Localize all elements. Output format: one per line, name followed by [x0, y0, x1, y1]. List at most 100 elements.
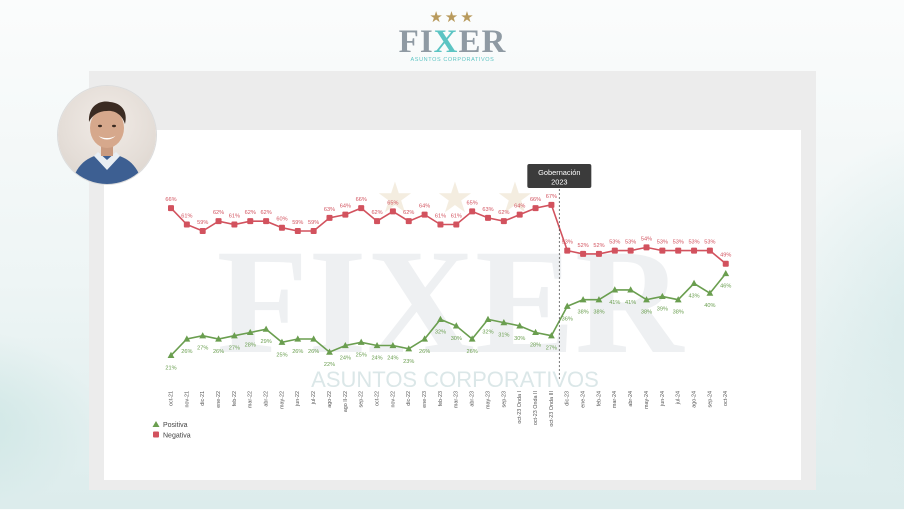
data-point — [168, 205, 174, 212]
data-point — [658, 292, 666, 300]
data-point — [247, 218, 254, 225]
tick-label: feb-23 — [438, 391, 444, 406]
data-label: 67% — [546, 194, 557, 200]
data-point — [437, 315, 444, 322]
tick-label: sep-24 — [707, 391, 713, 407]
tick-label: sep-23 — [501, 391, 507, 407]
tick-label: dic-22 — [406, 391, 412, 406]
tick-label: jun-24 — [660, 391, 666, 407]
logo-word-x: X — [433, 24, 459, 60]
data-point — [246, 328, 254, 336]
tick-label: abr-24 — [628, 391, 634, 407]
data-label: 27% — [229, 346, 240, 352]
data-label: 61% — [229, 213, 240, 219]
data-point — [405, 218, 412, 225]
data-point — [579, 296, 587, 303]
data-label: 61% — [181, 213, 192, 219]
data-point — [389, 341, 397, 349]
data-point — [484, 315, 492, 322]
data-label: 61% — [435, 213, 446, 219]
data-point — [691, 247, 698, 254]
tick-label: may-22 — [279, 391, 285, 409]
data-label: 21% — [165, 365, 176, 371]
data-label: 39% — [657, 306, 668, 312]
data-label: 64% — [419, 204, 430, 210]
legend-positive-marker — [152, 421, 160, 427]
tick-label: abr-22 — [264, 391, 270, 407]
data-point — [706, 247, 713, 254]
data-label: 64% — [340, 204, 351, 210]
data-label: 38% — [673, 310, 684, 316]
data-label: 53% — [673, 240, 684, 246]
tick-label: ago-22 — [327, 391, 333, 408]
data-point — [389, 208, 396, 215]
data-point — [659, 247, 666, 254]
data-point — [199, 228, 206, 234]
legend-negative-marker — [153, 431, 159, 438]
data-label: 32% — [435, 329, 446, 335]
data-point — [215, 335, 222, 342]
data-point — [374, 218, 381, 225]
data-point — [421, 211, 428, 218]
data-point — [516, 211, 523, 218]
tick-label: jul-24 — [676, 391, 682, 405]
person-portrait-icon — [72, 101, 142, 184]
data-label: 62% — [498, 210, 509, 216]
logo-tagline: ASUNTOS CORPORATIVOS — [410, 57, 495, 63]
data-label: 29% — [260, 339, 271, 345]
legend: Positiva Negativa — [152, 421, 191, 440]
tick-label: ene-22 — [216, 391, 222, 408]
data-point — [215, 218, 222, 225]
data-label: 62% — [213, 210, 224, 216]
data-label: 30% — [514, 336, 525, 342]
data-label: 26% — [213, 349, 224, 355]
series-0: 21% 26% 27% 26% 27% 28% 29% 25% 26% 26% 22% 24% 25% 2… — [165, 269, 731, 371]
data-point — [627, 286, 635, 293]
data-label: 38% — [641, 310, 652, 316]
data-label: 53% — [609, 240, 620, 246]
data-label: 54% — [641, 236, 652, 242]
data-point — [468, 335, 476, 342]
data-point — [342, 211, 349, 218]
tick-label: nov-22 — [390, 391, 396, 407]
logo-word-left: FI — [398, 24, 434, 60]
fixer-logo: ★★★ FIXER ASUNTOS CORPORATIVOS — [395, 10, 510, 66]
data-label: 52% — [593, 243, 604, 249]
tick-label: sep-22 — [359, 391, 365, 407]
data-point — [675, 247, 682, 254]
annotation-line1: Gobernación — [538, 168, 580, 177]
data-label: 41% — [609, 300, 620, 306]
data-label: 26% — [292, 349, 303, 355]
data-point — [722, 269, 730, 277]
data-label: 64% — [514, 204, 525, 210]
data-point — [294, 335, 302, 342]
data-label: 61% — [451, 213, 462, 219]
legend-positive-label: Positiva — [163, 422, 188, 429]
data-point — [643, 296, 650, 303]
watermark-star-2-icon: ★ — [436, 174, 474, 221]
tick-label: jun-22 — [295, 391, 301, 407]
data-label: 49% — [720, 253, 731, 259]
data-label: 32% — [482, 329, 493, 335]
data-point — [643, 244, 650, 251]
watermark: FIXER ASUNTOS CORPORATIVOS ★ ★ ★ — [217, 174, 685, 392]
data-label: 38% — [593, 310, 604, 316]
tick-label: mar-24 — [612, 391, 618, 408]
data-point — [310, 335, 318, 342]
data-point — [532, 328, 539, 336]
data-label: 43% — [688, 293, 699, 299]
tick-label: nov-21 — [184, 391, 190, 407]
data-label: 62% — [403, 210, 414, 216]
tick-label: ago-24 — [691, 391, 697, 408]
data-label: 53% — [704, 240, 715, 246]
data-label: 40% — [704, 303, 715, 309]
tick-label: mar-23 — [454, 391, 460, 408]
data-label: 22% — [324, 362, 335, 368]
tick-label: may-24 — [644, 391, 650, 409]
data-label: 62% — [371, 210, 382, 216]
data-label: 53% — [625, 240, 636, 246]
data-label: 63% — [482, 207, 493, 213]
tick-label: may-23 — [485, 391, 491, 409]
data-label: 60% — [276, 217, 287, 223]
tick-label: mar-22 — [248, 391, 254, 408]
